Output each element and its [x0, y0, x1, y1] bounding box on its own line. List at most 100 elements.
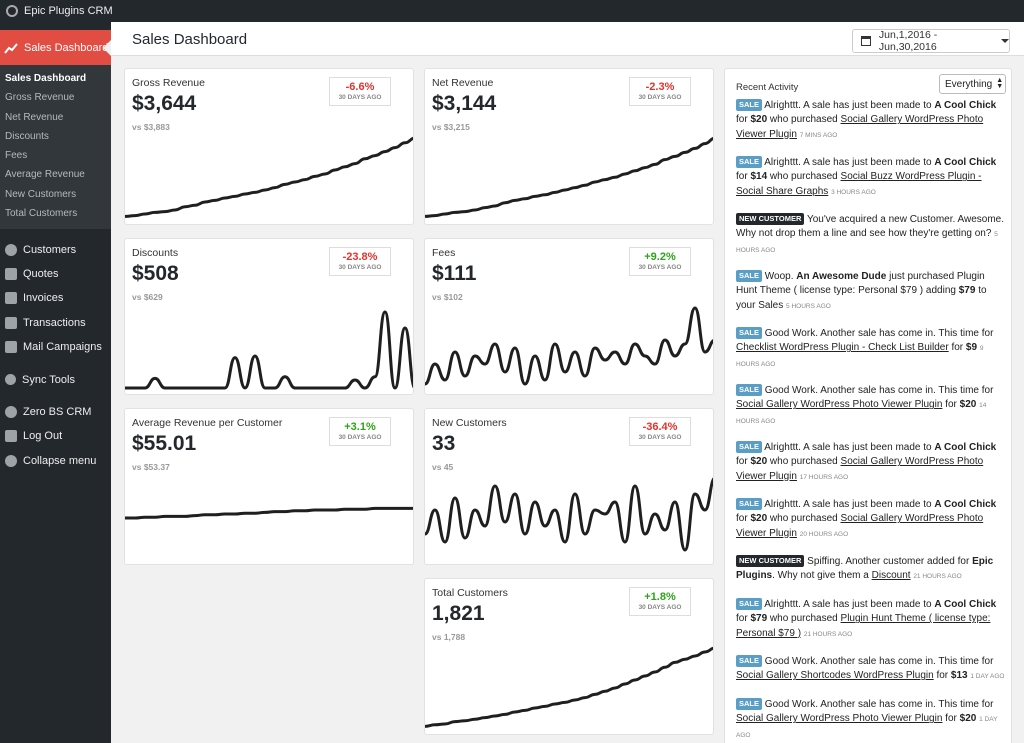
timestamp: 14 HOURS AGO	[736, 402, 987, 425]
card-comparison: vs 1,788	[432, 632, 466, 642]
gear-icon	[5, 405, 17, 418]
amount: $79	[750, 613, 768, 625]
submenu-item-sales-dashboard[interactable]: Sales Dashboard	[5, 73, 87, 84]
card-value: 1,821	[432, 602, 485, 625]
mail-icon	[5, 341, 17, 354]
activity-item: SALE Alrighttt. A sale has just been mad…	[736, 498, 1008, 542]
product-link[interactable]: Social Gallery WordPress Photo Viewer Pl…	[736, 399, 943, 411]
activity-text: who purchased	[767, 613, 841, 625]
submenu-item-net-revenue[interactable]: Net Revenue	[5, 111, 64, 123]
activity-text: Spiffing. Another customer added for	[807, 556, 973, 567]
sidebar-item-log-out[interactable]: Log Out	[0, 424, 111, 448]
amount: $13	[950, 670, 968, 682]
sparkline-line	[125, 136, 413, 218]
product-link[interactable]: Social Gallery WordPress Photo Viewer Pl…	[736, 713, 943, 725]
product-link[interactable]: Social Gallery WordPress Photo Viewer Pl…	[736, 114, 984, 140]
sidebar: Sales Dashboard Sales Dashboard Gross Re…	[0, 22, 111, 743]
timestamp: 17 HOURS AGO	[799, 473, 849, 481]
sparkline-new-customers	[425, 477, 713, 552]
site-name-link[interactable]: Epic Plugins CRM	[24, 5, 113, 17]
activity-text: just purchased Plugin Hunt Theme ( licen…	[736, 271, 985, 297]
amount: $9	[965, 342, 978, 354]
activity-text: Good Work. Another sale has come in. Thi…	[764, 328, 994, 339]
change-badge: +1.8% 30 DAYS AGO	[629, 587, 691, 616]
activity-text: Woop.	[764, 271, 797, 282]
card-total-customers: Total Customers 1,821 vs 1,788 +1.8% 30 D…	[424, 578, 714, 735]
sparkline-average-revenue	[125, 506, 413, 520]
card-new-customers: New Customers 33 vs 45 -36.4% 30 DAYS AGO	[424, 408, 714, 565]
sparkline-total-customers	[425, 646, 713, 728]
sync-icon	[5, 374, 16, 386]
sparkline-discounts	[125, 310, 413, 390]
card-label: New Customers	[432, 417, 507, 429]
sidebar-item-quotes[interactable]: Quotes	[0, 262, 111, 286]
change-badge: -36.4% 30 DAYS AGO	[629, 417, 691, 446]
submenu-item-average-revenue[interactable]: Average Revenue	[5, 169, 85, 181]
sidebar-item-invoices[interactable]: Invoices	[0, 286, 111, 310]
date-range-picker[interactable]: Jun,1,2016 - Jun,30,2016	[852, 29, 1010, 53]
timestamp: 7 MINS AGO	[799, 131, 838, 139]
activity-text: for	[736, 114, 751, 126]
card-average-revenue: Average Revenue per Customer $55.01 vs $…	[124, 408, 414, 565]
sidebar-item-mail-campaigns[interactable]: Mail Campaigns	[0, 335, 111, 359]
card-comparison: vs $3,883	[132, 122, 170, 132]
change-period: 30 DAYS AGO	[638, 434, 682, 441]
sparkline-line	[125, 310, 413, 390]
card-gross-revenue: Gross Revenue $3,644 vs $3,883 -6.6% 30 D…	[124, 68, 414, 225]
submenu-item-gross-revenue[interactable]: Gross Revenue	[5, 92, 75, 104]
card-label: Fees	[432, 247, 456, 259]
timestamp: 9 HOURS AGO	[736, 345, 984, 368]
page-header: Sales Dashboard Jun,1,2016 - Jun,30,2016	[111, 22, 1024, 56]
activity-text: who purchased	[767, 114, 841, 126]
sidebar-item-zero-bs-crm[interactable]: Zero BS CRM	[0, 400, 111, 424]
product-link[interactable]: Social Gallery WordPress Photo Viewer Pl…	[736, 513, 984, 539]
sparkline-fees	[425, 306, 713, 386]
collapse-menu-button[interactable]: Collapse menu	[0, 449, 111, 473]
new-customer-tag: NEW CUSTOMER	[736, 213, 805, 225]
submenu-item-fees[interactable]: Fees	[5, 150, 28, 162]
wordpress-logo-icon[interactable]	[6, 5, 18, 17]
amount: $20	[959, 713, 977, 725]
customer-name: A Cool Chick	[934, 442, 997, 453]
sparkline-gross-revenue	[125, 136, 413, 218]
change-percent: -36.4%	[642, 421, 678, 433]
change-percent: +9.2%	[644, 251, 676, 263]
admin-bar: Epic Plugins CRM	[0, 0, 1024, 22]
card-net-revenue: Net Revenue $3,144 vs $3,215 -2.3% 30 DAY…	[424, 68, 714, 225]
product-link[interactable]: Social Buzz WordPress Plugin - Social Sh…	[736, 171, 982, 197]
product-link[interactable]: Plugin Hunt Theme ( license type: Person…	[736, 613, 991, 639]
change-percent: -23.8%	[342, 251, 378, 263]
select-arrows-icon: ▲ ▼	[996, 77, 1004, 90]
submenu-item-new-customers[interactable]: New Customers	[5, 188, 77, 200]
submenu-item-discounts[interactable]: Discounts	[5, 130, 49, 142]
sidebar-item-label: Mail Campaigns	[23, 341, 102, 354]
activity-filter-select[interactable]: Everything ▲ ▼	[939, 74, 1006, 94]
product-link[interactable]: Social Gallery Shortcodes WordPress Plug…	[736, 670, 934, 682]
collapse-icon	[5, 454, 17, 467]
amount: $20	[959, 399, 977, 411]
sidebar-item-customers[interactable]: Customers	[0, 237, 111, 261]
activity-text: Alrighttt. A sale has just been made to	[764, 100, 935, 111]
customer-name: An Awesome Dude	[796, 271, 887, 282]
activity-text: Alrighttt. A sale has just been made to	[764, 599, 935, 610]
sale-tag: SALE	[736, 698, 763, 710]
sidebar-item-sync-tools[interactable]: Sync Tools	[0, 367, 111, 391]
sidebar-item-transactions[interactable]: Transactions	[0, 311, 111, 335]
activity-text: for	[736, 513, 751, 525]
change-period: 30 DAYS AGO	[638, 94, 682, 101]
page-title: Sales Dashboard	[132, 31, 248, 48]
activity-item: SALE Alrighttt. A sale has just been mad…	[736, 441, 1008, 485]
card-comparison: vs $629	[132, 292, 163, 302]
discount-link[interactable]: Discount	[871, 570, 911, 582]
product-link[interactable]: Social Gallery WordPress Photo Viewer Pl…	[736, 456, 984, 482]
timestamp: 21 HOURS AGO	[803, 630, 853, 638]
activity-item: SALE Alrighttt. A sale has just been mad…	[736, 598, 1008, 642]
submenu-item-total-customers[interactable]: Total Customers	[5, 208, 78, 220]
card-value: $111	[432, 262, 477, 285]
product-link[interactable]: Checklist WordPress Plugin - Check List …	[736, 342, 949, 354]
sale-tag: SALE	[736, 384, 763, 396]
sidebar-item-sales-dashboard[interactable]: Sales Dashboard	[0, 30, 111, 65]
card-value: 33	[432, 432, 456, 455]
activity-item: SALE Alrighttt. A sale has just been mad…	[736, 99, 1008, 143]
amount: $20	[750, 513, 768, 525]
